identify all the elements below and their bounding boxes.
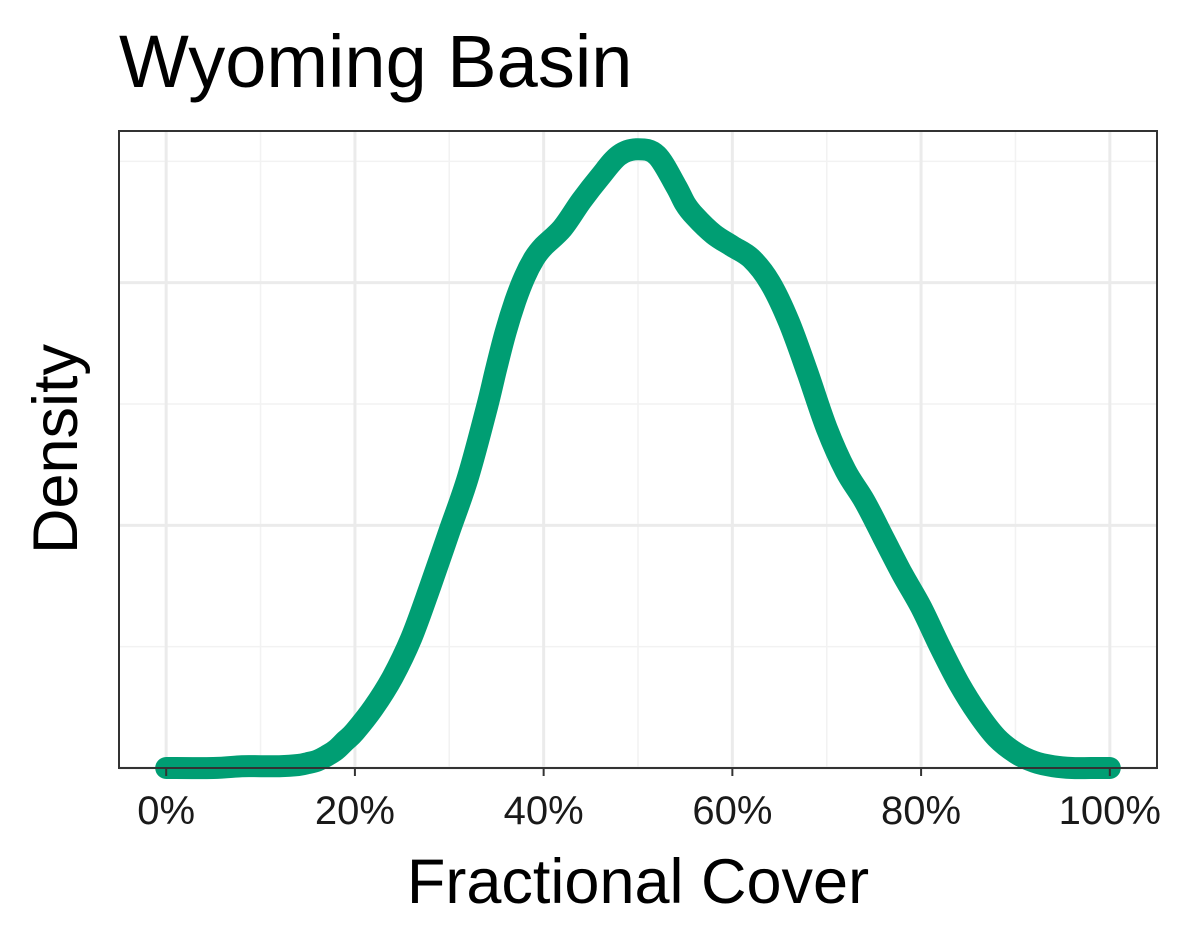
x-tick-label: 80% [881, 789, 961, 833]
series-layer [155, 138, 1121, 780]
x-tick-label: 20% [315, 789, 395, 833]
plot-panel-border [118, 130, 1158, 769]
y-axis-title: Density [21, 343, 91, 554]
x-tick-label: 60% [692, 789, 772, 833]
minor-gridlines [119, 131, 1157, 768]
density-curve [155, 138, 1121, 780]
x-tick-label: 100% [1059, 789, 1161, 833]
x-axis-title: Fractional Cover [407, 847, 869, 917]
x-axis-ticks: 0% 20% 40% 60% 80% 100% [137, 768, 1161, 833]
chart-title: Wyoming Basin [119, 20, 632, 103]
x-tick-label: 40% [504, 789, 584, 833]
x-tick-label: 0% [137, 789, 195, 833]
